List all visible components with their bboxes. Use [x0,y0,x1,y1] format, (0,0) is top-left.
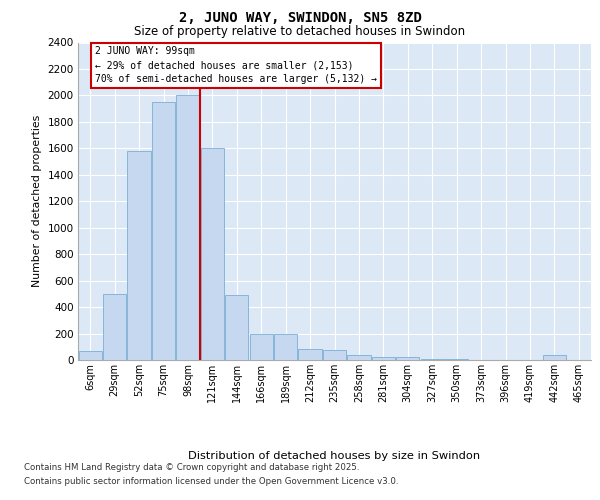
Bar [152,102,175,360]
Bar [79,350,102,360]
Bar [201,148,224,360]
Bar [250,334,273,360]
Text: Contains HM Land Registry data © Crown copyright and database right 2025.: Contains HM Land Registry data © Crown c… [24,462,359,471]
Bar [274,334,297,360]
Bar [347,356,371,360]
Bar [445,359,468,360]
X-axis label: Distribution of detached houses by size in Swindon: Distribution of detached houses by size … [188,451,481,461]
Bar [323,350,346,360]
Bar [176,96,200,360]
Bar [103,294,126,360]
Text: 2, JUNO WAY, SWINDON, SN5 8ZD: 2, JUNO WAY, SWINDON, SN5 8ZD [179,11,421,25]
Text: Size of property relative to detached houses in Swindon: Size of property relative to detached ho… [134,25,466,38]
Bar [127,151,151,360]
Bar [396,358,419,360]
Text: Contains public sector information licensed under the Open Government Licence v3: Contains public sector information licen… [24,477,398,486]
Bar [225,295,248,360]
Bar [372,358,395,360]
Bar [298,350,322,360]
Y-axis label: Number of detached properties: Number of detached properties [32,115,42,288]
Text: 2 JUNO WAY: 99sqm
← 29% of detached houses are smaller (2,153)
70% of semi-detac: 2 JUNO WAY: 99sqm ← 29% of detached hous… [95,46,377,84]
Bar [543,356,566,360]
